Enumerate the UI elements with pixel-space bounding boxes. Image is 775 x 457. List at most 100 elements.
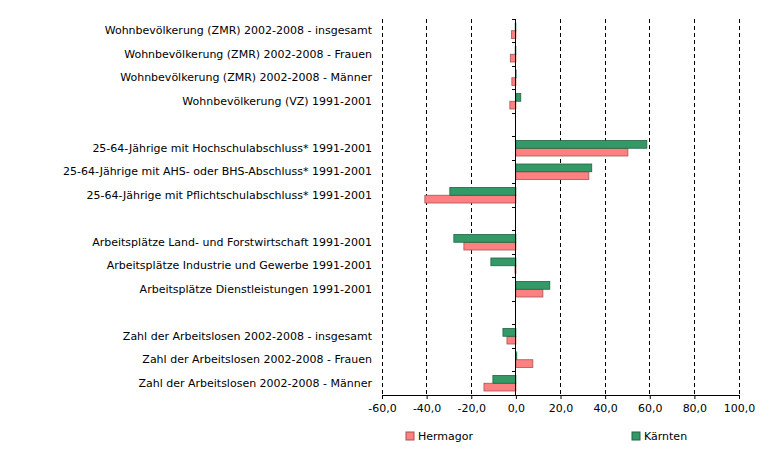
category-label: Wohnbevölkerung (VZ) 1991-2001	[182, 95, 372, 108]
x-tick-mark	[605, 395, 606, 399]
category-tick	[512, 183, 516, 184]
category-tick	[512, 230, 516, 231]
grid	[382, 19, 739, 395]
x-tick-label: 100,0	[724, 402, 756, 415]
bar	[516, 172, 589, 180]
y-tick: Zahl der Arbeitslosen 2002-2008 - Frauen	[142, 353, 382, 366]
y-tick: Wohnbevölkerung (ZMR) 2002-2008 - Frauen	[124, 48, 382, 61]
bar	[493, 375, 516, 383]
bar	[516, 164, 592, 172]
bar	[510, 54, 516, 62]
x-tick: 100,0	[724, 395, 756, 415]
legend: Hermagor Kärnten	[406, 430, 687, 443]
x-tick-label: 80,0	[683, 402, 708, 415]
category-tick	[512, 113, 516, 114]
y-tick: Zahl der Arbeitslosen 2002-2008 - insges…	[123, 330, 382, 343]
grid-line	[605, 19, 606, 395]
category-label: Zahl der Arbeitslosen 2002-2008 - insges…	[123, 330, 373, 343]
category-label: Wohnbevölkerung (ZMR) 2002-2008 - insges…	[105, 24, 373, 37]
grid-line	[694, 19, 695, 395]
x-axis: -60,0 -40,0 -20,0 0,0 20,0 40,0 60,0 80,0 100,0	[368, 395, 755, 415]
y-tick: Arbeitsplätze Dienstleistungen 1991-2001	[140, 283, 382, 296]
grid-line	[382, 19, 383, 395]
x-tick-label: -40,0	[413, 402, 441, 415]
category-tick	[512, 301, 516, 302]
x-tick-mark	[561, 395, 562, 399]
grid-line	[560, 19, 561, 395]
category-label: Zahl der Arbeitslosen 2002-2008 - Männer	[138, 377, 372, 390]
category-label: 25-64-Jährige mit Hochschulabschluss* 19…	[92, 142, 372, 155]
grid-line	[471, 19, 472, 395]
bar	[464, 242, 516, 250]
bar	[510, 101, 516, 109]
bar	[516, 148, 628, 156]
x-tick: -20,0	[458, 395, 486, 415]
bar	[516, 289, 543, 297]
bar	[503, 328, 516, 336]
category-tick	[512, 277, 516, 278]
x-tick-label: -60,0	[368, 402, 396, 415]
x-tick-mark	[427, 395, 428, 399]
x-tick: -60,0	[368, 395, 396, 415]
category-tick	[512, 371, 516, 372]
bar	[491, 258, 516, 266]
category-label: 25-64-Jährige mit AHS- oder BHS-Abschlus…	[63, 165, 372, 178]
category-tick	[512, 19, 516, 20]
x-tick: 0,0	[508, 395, 526, 415]
legend-swatch	[632, 432, 640, 440]
x-tick-label: 20,0	[549, 402, 574, 415]
category-tick	[512, 324, 516, 325]
legend-label: Hermagor	[418, 430, 474, 443]
x-tick-mark	[739, 395, 740, 399]
x-tick-mark	[516, 395, 517, 399]
plot: -60,0 -40,0 -20,0 0,0 20,0 40,0 60,0 80,0 100,0 W…	[63, 19, 755, 415]
bar	[484, 383, 516, 391]
legend-label: Kärnten	[644, 430, 687, 443]
bar	[516, 140, 647, 148]
y-tick: Zahl der Arbeitslosen 2002-2008 - Männer	[138, 377, 382, 390]
category-tick	[512, 207, 516, 208]
x-tick-label: 40,0	[593, 402, 618, 415]
y-tick: Wohnbevölkerung (VZ) 1991-2001	[182, 95, 382, 108]
category-tick	[512, 89, 516, 90]
y-tick: 25-64-Jährige mit Pflichtschulabschluss*…	[86, 189, 382, 202]
category-tick	[512, 254, 516, 255]
category-tick	[512, 66, 516, 67]
x-tick-label: 60,0	[638, 402, 663, 415]
category-tick	[512, 160, 516, 161]
x-tick-mark	[471, 395, 472, 399]
grid-line	[426, 19, 427, 395]
zero-axis	[512, 19, 516, 395]
x-tick: -40,0	[413, 395, 441, 415]
bar	[516, 360, 533, 368]
y-tick: Arbeitsplätze Land- und Forstwirtschaft …	[92, 236, 382, 249]
bar	[450, 187, 516, 195]
bars	[425, 23, 647, 391]
category-label: Wohnbevölkerung (ZMR) 2002-2008 - Männer	[120, 71, 372, 84]
y-tick: Arbeitsplätze Industrie und Gewerbe 1991…	[107, 259, 382, 272]
category-label: Arbeitsplätze Land- und Forstwirtschaft …	[92, 236, 372, 249]
x-tick-mark	[694, 395, 695, 399]
category-label: Arbeitsplätze Dienstleistungen 1991-2001	[140, 283, 372, 296]
category-label: Arbeitsplätze Industrie und Gewerbe 1991…	[107, 259, 372, 272]
x-tick: 40,0	[593, 395, 618, 415]
y-axis: Wohnbevölkerung (ZMR) 2002-2008 - insges…	[63, 24, 382, 390]
x-tick: 60,0	[638, 395, 663, 415]
grid-line	[739, 19, 740, 395]
bar	[454, 234, 516, 242]
x-tick: 20,0	[549, 395, 574, 415]
x-tick-mark	[650, 395, 651, 399]
bar	[511, 31, 515, 39]
legend-swatch	[406, 432, 414, 440]
x-tick-mark	[382, 395, 383, 399]
bar	[516, 281, 550, 289]
x-tick: 80,0	[683, 395, 708, 415]
category-tick	[512, 348, 516, 349]
bar	[516, 93, 521, 101]
bar	[512, 78, 516, 86]
y-tick: Wohnbevölkerung (ZMR) 2002-2008 - insges…	[105, 24, 382, 37]
y-tick: 25-64-Jährige mit AHS- oder BHS-Abschlus…	[63, 165, 382, 178]
category-tick	[512, 42, 516, 43]
y-tick: 25-64-Jährige mit Hochschulabschluss* 19…	[92, 142, 382, 155]
y-tick: Wohnbevölkerung (ZMR) 2002-2008 - Männer	[120, 71, 382, 84]
